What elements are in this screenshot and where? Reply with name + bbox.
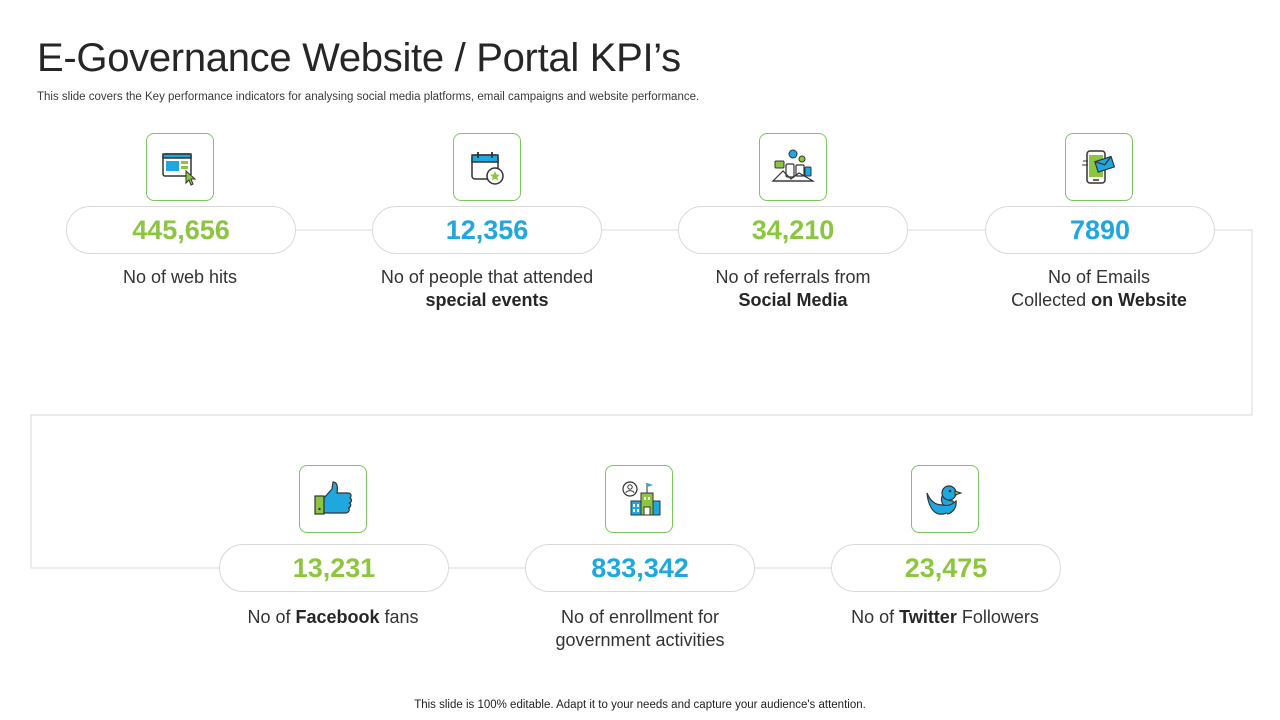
kpi-label-post: fans [379, 607, 419, 627]
mobile-email-icon [1082, 150, 1116, 184]
kpi-label-pre: No of [247, 607, 296, 627]
kpi-label-text: No of web hits [122, 267, 238, 287]
kpi-value-emails: 7890 [985, 206, 1215, 254]
kpi-label-facebook: No of Facebook fans [203, 606, 463, 629]
kpi-icon-box-twitter [911, 465, 979, 533]
kpi-label-text: No of Emails [1047, 267, 1151, 287]
government-building-icon [622, 481, 661, 516]
kpi-label-twitter: No of Twitter Followers [815, 606, 1075, 629]
kpi-label-special-events: No of people that attended special event… [357, 266, 617, 312]
kpi-label-bold: Facebook [295, 607, 380, 627]
kpi-icon-box-enrollment [605, 465, 673, 533]
connector-wrap [30, 229, 1253, 569]
page-subtitle: This slide covers the Key performance in… [37, 91, 700, 103]
kpi-label-bold: on Website [1091, 290, 1187, 310]
kpi-label-bold: Social Media [738, 290, 848, 310]
kpi-icon-box-special-events [453, 133, 521, 201]
kpi-value-enrollment: 833,342 [525, 544, 755, 592]
kpi-label-enrollment: No of enrollment for government activiti… [510, 606, 770, 652]
kpi-label-pre: No of [851, 607, 900, 627]
kpi-label-text: No of enrollment for [560, 607, 720, 627]
kpi-label-bold: Twitter [899, 607, 957, 627]
kpi-icon-box-facebook [299, 465, 367, 533]
thumbs-up-icon [314, 481, 353, 515]
kpi-value-special-events: 12,356 [372, 206, 602, 254]
calendar-star-icon [471, 152, 504, 185]
kpi-label-text: No of people that attended [380, 267, 594, 287]
footer-note: This slide is 100% editable. Adapt it to… [414, 699, 866, 711]
kpi-label-web-hits: No of web hits [50, 266, 310, 289]
kpi-label-emails: No of Emails Collected on Website [969, 266, 1229, 312]
web-browser-click-icon [162, 153, 197, 186]
twitter-bird-icon [926, 485, 963, 515]
kpi-label-text-2: government activities [555, 630, 725, 650]
kpi-icon-box-emails [1065, 133, 1133, 201]
kpi-value-social-referrals: 34,210 [678, 206, 908, 254]
kpi-label-social-referrals: No of referrals from Social Media [663, 266, 923, 312]
kpi-value-twitter: 23,475 [831, 544, 1061, 592]
social-network-icon [771, 149, 815, 182]
kpi-value-web-hits: 445,656 [66, 206, 296, 254]
kpi-icon-box-web-hits [146, 133, 214, 201]
page-title: E-Governance Website / Portal KPI’s [37, 36, 681, 80]
kpi-icon-box-social-referrals [759, 133, 827, 201]
kpi-label-text-2: Collected [1011, 290, 1092, 310]
kpi-value-facebook: 13,231 [219, 544, 449, 592]
kpi-label-post: Followers [956, 607, 1039, 627]
kpi-label-text: No of referrals from [715, 267, 871, 287]
kpi-label-bold: special events [425, 290, 549, 310]
